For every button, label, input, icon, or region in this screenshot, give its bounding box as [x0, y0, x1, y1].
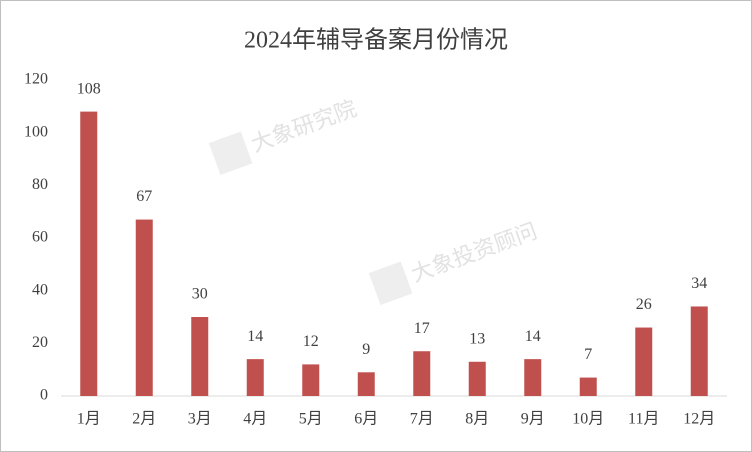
x-tick-label: 9月	[521, 411, 545, 428]
value-label: 30	[192, 286, 208, 303]
x-tick-label: 2月	[132, 411, 156, 428]
x-tick-label: 10月	[572, 411, 604, 428]
value-label: 14	[247, 328, 263, 345]
value-label: 34	[691, 275, 707, 292]
value-label: 12	[303, 333, 319, 350]
x-tick-label: 1月	[77, 411, 101, 428]
bar	[302, 364, 320, 396]
bar	[80, 111, 98, 396]
x-tick-label: 3月	[188, 411, 212, 428]
value-label: 9	[362, 341, 370, 358]
bar	[524, 359, 542, 396]
value-label: 14	[525, 328, 541, 345]
bar	[135, 219, 153, 396]
watermark-icon	[208, 131, 253, 176]
y-tick-label: 20	[32, 334, 48, 351]
y-tick-label: 0	[40, 387, 48, 404]
x-tick-label: 8月	[465, 411, 489, 428]
y-tick-label: 60	[32, 229, 48, 246]
x-tick-label: 12月	[683, 411, 715, 428]
value-label: 108	[77, 80, 101, 97]
value-label: 13	[469, 330, 485, 347]
bar	[413, 351, 431, 396]
value-label: 7	[584, 346, 592, 363]
value-label: 17	[414, 320, 430, 337]
y-tick-label: 120	[24, 71, 48, 88]
x-tick-label: 6月	[354, 411, 378, 428]
bar	[246, 359, 264, 396]
bar	[468, 361, 486, 396]
x-tick-label: 4月	[243, 411, 267, 428]
y-tick-label: 100	[24, 123, 48, 140]
chart-title: 2024年辅导备案月份情况	[244, 27, 508, 54]
watermark-icon	[368, 261, 413, 306]
bar	[579, 377, 597, 396]
bar	[635, 327, 653, 396]
value-label: 26	[636, 296, 652, 313]
y-tick-label: 80	[32, 176, 48, 193]
x-tick-label: 7月	[410, 411, 434, 428]
x-tick-label: 11月	[628, 411, 659, 428]
bar	[357, 372, 375, 396]
y-tick-label: 40	[32, 281, 48, 298]
value-label: 67	[136, 188, 152, 205]
bar	[191, 317, 209, 396]
x-tick-label: 5月	[299, 411, 323, 428]
bar	[690, 306, 708, 396]
